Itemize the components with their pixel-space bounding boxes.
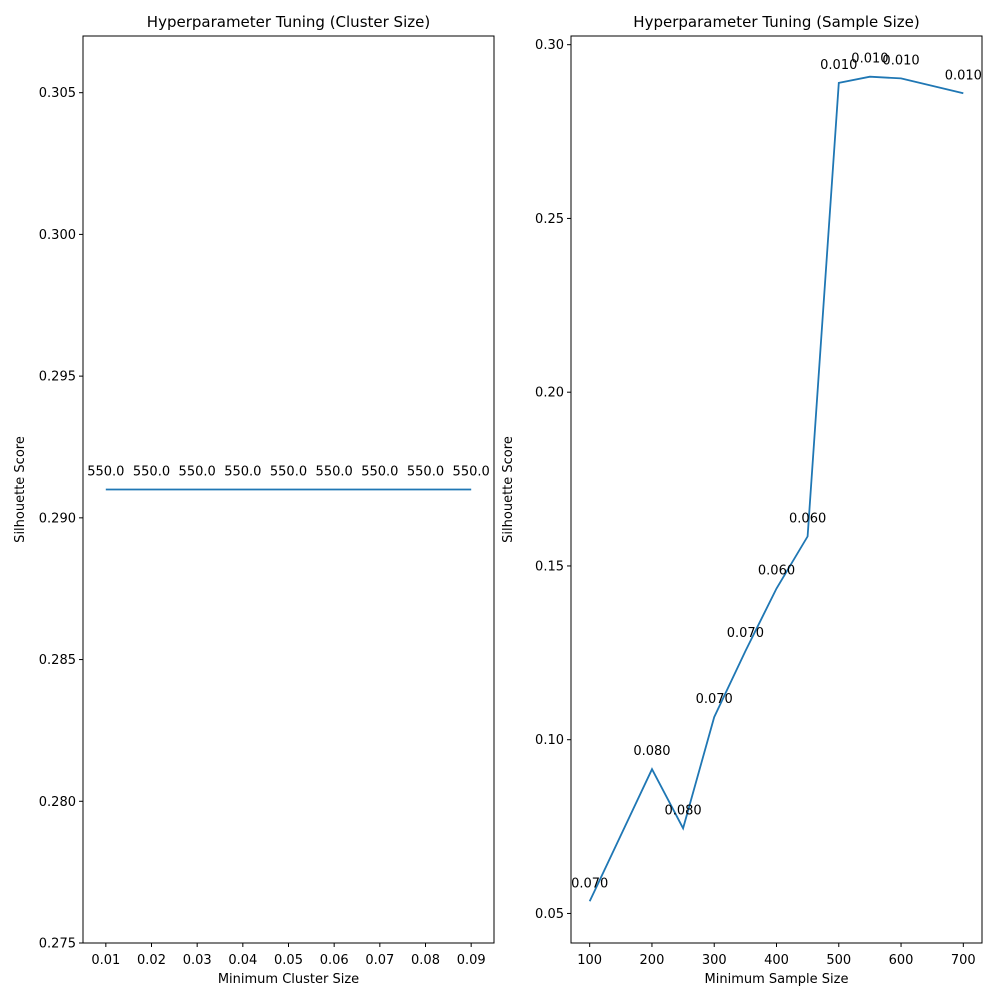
y-tick-label: 0.305 (39, 86, 76, 101)
data-label: 0.060 (758, 564, 795, 579)
chart-cluster-size: Hyperparameter Tuning (Cluster Size) Min… (13, 13, 495, 987)
chart-title: Hyperparameter Tuning (Cluster Size) (147, 13, 430, 31)
x-tick-label: 0.09 (457, 953, 486, 968)
y-tick-label: 0.05 (535, 907, 564, 922)
x-tick-label: 700 (951, 953, 976, 968)
data-label: 0.070 (696, 692, 733, 707)
y-tick-label: 0.300 (39, 228, 76, 243)
data-label: 550.0 (407, 465, 444, 480)
axis-ticks: 0.01 0.02 0.03 0.04 0.05 0.06 0.07 0.08 0.09 0.27… (39, 86, 486, 968)
x-tick-label: 500 (826, 953, 851, 968)
data-label: 550.0 (361, 465, 398, 480)
series-marks: 0.070 0.080 0.080 0.070 0.070 0.060 0.060 0.010… (571, 52, 982, 902)
y-tick-label: 0.290 (39, 511, 76, 526)
data-label: 550.0 (224, 465, 261, 480)
data-label: 0.070 (727, 626, 764, 641)
y-tick-label: 0.275 (39, 937, 76, 952)
data-label: 550.0 (316, 465, 353, 480)
x-tick-label: 0.02 (137, 953, 166, 968)
data-label: 0.070 (571, 876, 608, 891)
y-tick-label: 0.30 (535, 38, 564, 53)
y-tick-label: 0.280 (39, 795, 76, 810)
x-tick-label: 0.05 (274, 953, 303, 968)
data-label: 550.0 (87, 465, 124, 480)
y-tick-label: 0.25 (535, 212, 564, 227)
x-tick-label: 0.07 (365, 953, 394, 968)
series-marks: 550.0 550.0 550.0 550.0 550.0 550.0 550.0 550.0… (87, 465, 490, 491)
data-label: 550.0 (133, 465, 170, 480)
data-label: 550.0 (270, 465, 307, 480)
data-label: 0.010 (820, 58, 857, 73)
chart-sample-size: Hyperparameter Tuning (Sample Size) Mini… (501, 13, 983, 987)
data-label: 0.080 (664, 803, 701, 818)
x-tick-label: 300 (702, 953, 727, 968)
y-tick-label: 0.285 (39, 653, 76, 668)
chart-title: Hyperparameter Tuning (Sample Size) (633, 13, 919, 31)
x-tick-label: 0.08 (411, 953, 440, 968)
axes-frame (570, 35, 983, 944)
x-tick-label: 200 (640, 953, 665, 968)
x-axis-label: Minimum Sample Size (705, 972, 849, 987)
x-tick-label: 400 (764, 953, 789, 968)
x-tick-label: 0.03 (183, 953, 212, 968)
x-tick-label: 0.06 (320, 953, 349, 968)
data-label: 550.0 (453, 465, 490, 480)
x-tick-label: 0.04 (228, 953, 257, 968)
y-axis-label: Silhouette Score (501, 436, 516, 543)
x-tick-label: 0.01 (91, 953, 120, 968)
y-tick-label: 0.15 (535, 559, 564, 574)
y-axis-label: Silhouette Score (13, 436, 28, 543)
data-label: 0.080 (633, 744, 670, 759)
data-label: 550.0 (179, 465, 216, 480)
data-label: 0.010 (851, 52, 888, 67)
axis-ticks: 100 200 300 400 500 600 700 0.05 0.10 0.15 0.20 0.2… (535, 38, 976, 968)
x-axis-label: Minimum Cluster Size (218, 972, 359, 987)
series-line (588, 75, 964, 902)
axes-frame (82, 35, 495, 944)
data-label: 0.010 (882, 53, 919, 68)
y-tick-label: 0.10 (535, 733, 564, 748)
y-tick-label: 0.20 (535, 386, 564, 401)
data-label: 0.060 (789, 511, 826, 526)
y-tick-label: 0.295 (39, 370, 76, 385)
x-tick-label: 100 (577, 953, 602, 968)
data-label: 0.010 (945, 68, 982, 83)
x-tick-label: 600 (889, 953, 914, 968)
